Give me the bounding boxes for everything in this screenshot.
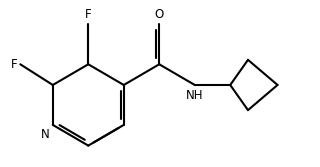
Text: F: F xyxy=(85,8,92,21)
Text: F: F xyxy=(11,58,17,71)
Text: N: N xyxy=(41,128,50,141)
Text: NH: NH xyxy=(186,89,204,102)
Text: O: O xyxy=(155,8,164,21)
